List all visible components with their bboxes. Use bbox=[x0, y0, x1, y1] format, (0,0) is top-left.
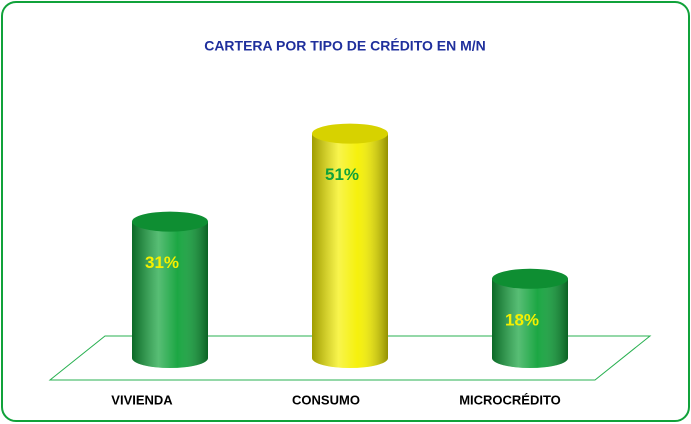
bar-shade bbox=[492, 278, 568, 368]
bar-top bbox=[132, 211, 208, 232]
bar-top bbox=[312, 123, 388, 144]
data-label: 31% bbox=[145, 253, 179, 272]
data-label: 51% bbox=[325, 165, 359, 184]
data-label: 18% bbox=[505, 310, 539, 329]
x-tick-label: VIVIENDA bbox=[111, 392, 173, 407]
bar-shade bbox=[132, 221, 208, 368]
bar-top-shade bbox=[492, 268, 568, 289]
bar-top bbox=[492, 268, 568, 289]
x-tick-label: CONSUMO bbox=[292, 392, 360, 407]
bar-shade bbox=[312, 133, 388, 368]
x-tick-label: MICROCRÉDITO bbox=[459, 392, 561, 407]
bar-top-shade bbox=[312, 123, 388, 144]
bar-top-shade bbox=[132, 211, 208, 232]
chart-title: CARTERA POR TIPO DE CRÉDITO EN M/N bbox=[204, 38, 486, 54]
